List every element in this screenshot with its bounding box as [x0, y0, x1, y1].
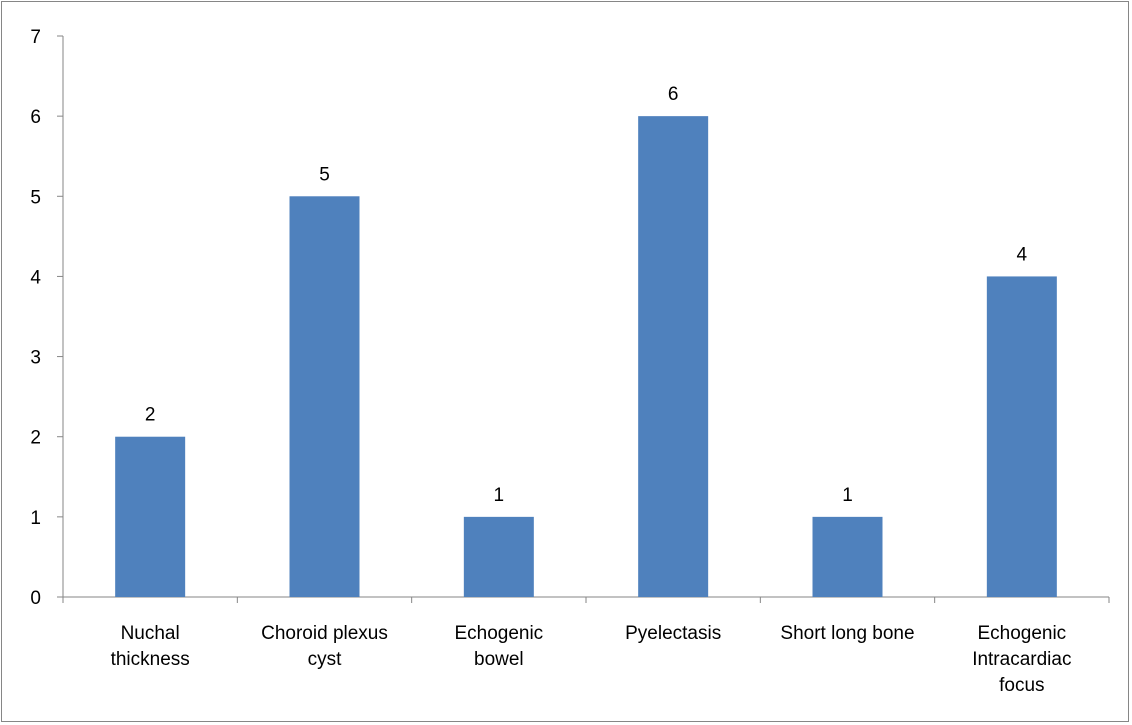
category-label: Nuchal	[121, 623, 180, 644]
category-label: bowel	[474, 649, 524, 670]
category-labels: Nuchal thickness Choroid plexus cyst Echogen…	[111, 623, 1072, 696]
data-label: 2	[145, 405, 156, 426]
data-label: 1	[842, 485, 853, 506]
bars	[115, 116, 1057, 598]
category-label: thickness	[111, 649, 190, 670]
data-label: 5	[319, 164, 330, 185]
chart-axes	[57, 35, 1110, 603]
bar	[986, 276, 1057, 597]
category-label: Echogenic	[977, 623, 1066, 644]
bar	[638, 116, 709, 598]
bar	[115, 436, 186, 597]
y-tick-label: 5	[30, 187, 41, 208]
y-axis-tick-labels: 0 1 2 3 4 5 6 7	[30, 27, 41, 609]
bar	[812, 516, 883, 597]
category-label: focus	[999, 675, 1044, 696]
category-label: Short long bone	[780, 623, 914, 644]
data-label: 6	[668, 84, 679, 105]
y-tick-label: 3	[30, 348, 41, 369]
category-label: Intracardiac	[972, 649, 1071, 670]
category-label: Pyelectasis	[625, 623, 721, 644]
category-label: cyst	[308, 649, 343, 670]
category-label: Choroid plexus	[261, 623, 388, 644]
bar	[289, 196, 360, 598]
data-labels: 2 5 1 6 1 4	[145, 84, 1028, 506]
y-tick-label: 1	[30, 508, 41, 529]
y-tick-label: 7	[30, 27, 41, 48]
y-tick-label: 0	[30, 588, 41, 609]
category-label: Echogenic	[454, 623, 543, 644]
bar	[463, 516, 534, 597]
y-tick-label: 4	[30, 267, 41, 288]
y-tick-label: 2	[30, 428, 41, 449]
y-tick-label: 6	[30, 107, 41, 128]
data-label: 4	[1017, 244, 1028, 265]
data-label: 1	[494, 485, 505, 506]
